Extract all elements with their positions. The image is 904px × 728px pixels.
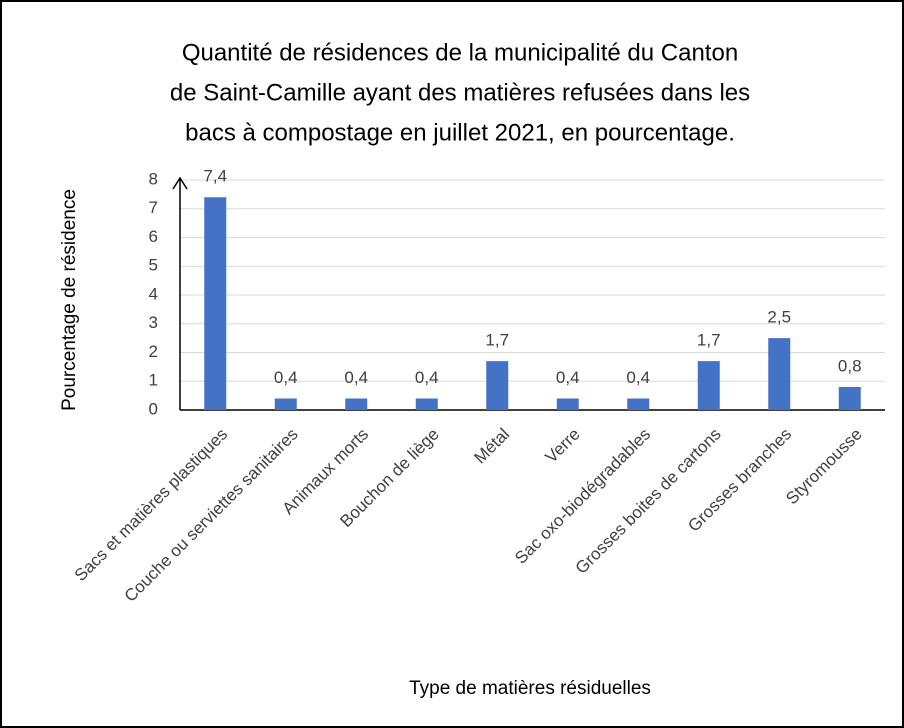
bar xyxy=(768,338,791,410)
x-axis-title: Type de matières résiduelles xyxy=(409,678,651,699)
y-tick-label: 0 xyxy=(149,399,158,418)
bar xyxy=(345,398,368,410)
bar xyxy=(627,398,650,410)
y-tick-label: 6 xyxy=(149,227,158,246)
y-tick-label: 7 xyxy=(149,198,158,217)
y-tick-label: 5 xyxy=(149,256,158,275)
data-label: 0,4 xyxy=(626,368,650,387)
bar xyxy=(838,387,861,410)
bar xyxy=(204,197,227,410)
chart-title: bacs à compostage en juillet 2021, en po… xyxy=(185,119,735,146)
data-label: 0,4 xyxy=(274,368,298,387)
data-label: 7,4 xyxy=(203,167,227,186)
y-axis-title: Pourcentage de résidence xyxy=(59,189,80,411)
bar xyxy=(274,398,297,410)
data-label: 0,8 xyxy=(838,356,862,375)
y-tick-label: 2 xyxy=(149,342,158,361)
data-label: 0,4 xyxy=(344,368,368,387)
bar xyxy=(415,398,438,410)
y-tick-label: 4 xyxy=(149,284,158,303)
y-tick-label: 3 xyxy=(149,313,158,332)
data-label: 1,7 xyxy=(697,331,721,350)
bar xyxy=(556,398,579,410)
y-tick-label: 8 xyxy=(149,169,158,188)
data-label: 1,7 xyxy=(485,331,509,350)
bar xyxy=(486,361,509,410)
data-label: 0,4 xyxy=(556,368,580,387)
bar xyxy=(697,361,720,410)
chart-title: Quantité de résidences de la municipalit… xyxy=(182,39,738,66)
data-label: 2,5 xyxy=(767,308,791,327)
y-tick-label: 1 xyxy=(149,371,158,390)
data-label: 0,4 xyxy=(415,368,439,387)
y-axis-arrow xyxy=(172,176,188,190)
chart-title: de Saint-Camille ayant des matières refu… xyxy=(170,79,750,106)
